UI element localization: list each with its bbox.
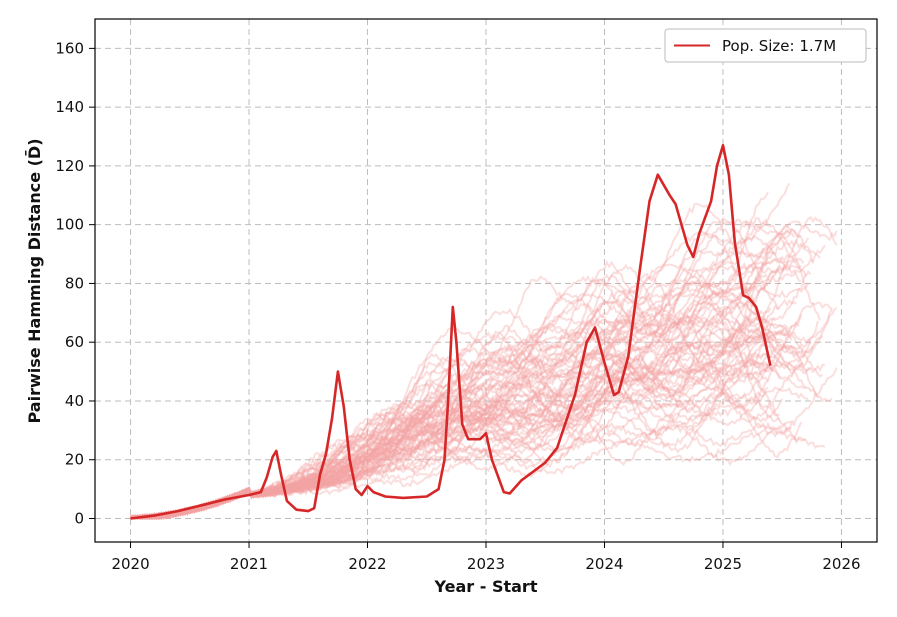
x-axis-ticks: 2020 2021 2022 2023 2024 2025 2026 <box>111 542 861 573</box>
background-series-line <box>130 256 805 521</box>
background-series-line <box>130 259 795 521</box>
background-series-line <box>129 263 760 520</box>
y-tick-label: 40 <box>65 392 84 410</box>
background-series-line <box>130 283 769 520</box>
background-series-line <box>130 358 781 520</box>
background-series-line <box>130 327 812 520</box>
background-series-line <box>129 218 793 520</box>
y-tick-label: 80 <box>65 274 84 292</box>
y-axis-ticks: 0 20 40 60 80 100 120 140 160 <box>55 39 95 527</box>
background-series-line <box>129 231 822 521</box>
background-series-line <box>130 386 809 521</box>
x-tick-label: 2023 <box>467 555 505 573</box>
background-series-line <box>130 342 804 520</box>
background-series-line <box>129 321 772 521</box>
y-tick-label: 120 <box>55 157 84 175</box>
background-series-line <box>129 381 769 521</box>
background-series-line <box>130 230 759 520</box>
x-tick-label: 2024 <box>585 555 623 573</box>
background-series-line <box>129 352 833 520</box>
y-tick-label: 60 <box>65 333 84 351</box>
background-series-line <box>129 316 776 520</box>
background-series-line <box>130 237 810 521</box>
background-series-line <box>130 216 781 520</box>
background-series-line <box>130 221 812 520</box>
background-series-line <box>130 314 803 521</box>
legend: Pop. Size: 1.7M <box>664 28 867 63</box>
background-series-line <box>129 302 819 520</box>
background-series-line <box>129 313 779 520</box>
background-series-line <box>130 373 784 521</box>
background-series-lines <box>129 182 838 521</box>
main-series-line <box>130 144 772 520</box>
background-series-line <box>130 244 826 521</box>
background-series-line <box>130 421 792 520</box>
background-series-line <box>130 329 824 521</box>
background-series-line <box>130 334 824 520</box>
background-series-line <box>130 420 795 520</box>
background-series-line <box>129 231 795 520</box>
background-series-line <box>129 352 772 520</box>
x-tick-label: 2025 <box>704 555 742 573</box>
background-series-line <box>130 367 838 520</box>
background-series-line <box>130 264 819 520</box>
background-series-line <box>130 216 838 521</box>
background-series-line <box>129 369 807 520</box>
background-series-line <box>130 332 814 521</box>
x-axis-title: Year - Start <box>434 577 538 596</box>
x-tick-label: 2021 <box>230 555 268 573</box>
background-series-line <box>130 325 774 520</box>
x-tick-label: 2022 <box>348 555 386 573</box>
background-series-line <box>130 273 807 520</box>
background-series-line <box>130 429 826 520</box>
y-tick-label: 140 <box>55 98 84 116</box>
y-axis-title: Pairwise Hamming Distance (D̄) <box>24 138 44 423</box>
legend-box <box>664 28 867 63</box>
background-series-line <box>130 358 806 520</box>
background-series-line <box>130 392 780 521</box>
background-series-line <box>129 330 811 521</box>
background-series-line <box>129 202 838 521</box>
background-series-line <box>130 305 769 520</box>
background-series-line <box>130 224 814 520</box>
background-series-line <box>130 301 833 520</box>
background-series-line <box>130 307 838 520</box>
y-tick-label: 0 <box>74 509 84 527</box>
background-series-line <box>130 238 821 520</box>
legend-label: Pop. Size: 1.7M <box>722 37 836 55</box>
y-tick-label: 100 <box>55 216 84 234</box>
background-series-line <box>129 308 833 520</box>
y-tick-label: 160 <box>55 39 84 57</box>
background-series-line <box>130 262 802 520</box>
background-series-line <box>130 282 810 521</box>
background-series-line <box>129 359 825 520</box>
x-tick-label: 2020 <box>111 555 149 573</box>
x-tick-label: 2026 <box>822 555 860 573</box>
y-tick-label: 20 <box>65 451 84 469</box>
background-series-line <box>130 312 767 520</box>
